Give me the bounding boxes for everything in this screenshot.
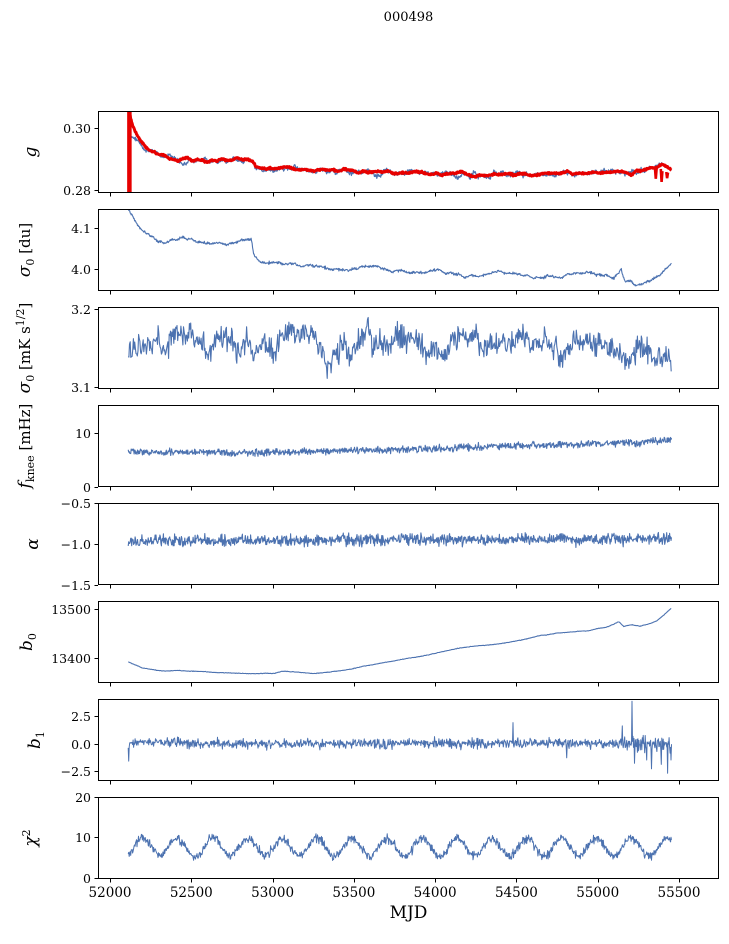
y-axis-label-g: g — [21, 146, 41, 157]
x-tick-label: 55000 — [576, 885, 619, 901]
x-tick-label: 52500 — [170, 885, 213, 901]
panel-b1: 2.5 0.0 −2.5 b1 — [25, 699, 719, 785]
x-tick-label: 53500 — [332, 885, 375, 901]
y-tick-label: −1.5 — [61, 578, 91, 593]
series-line-b1-0 — [127, 700, 672, 774]
x-tick-label: 53000 — [251, 885, 294, 901]
panel-sigma0-du: 4.1 4.0 σ0 [du] — [15, 209, 719, 295]
y-tick-label: 0 — [83, 480, 91, 495]
x-tick-label: 52000 — [89, 885, 132, 901]
series-line-fknee-0 — [127, 436, 673, 457]
y-axis-label-sigma0-mk: σ0 [mK s1/2] — [14, 303, 37, 394]
panel-plot-area — [127, 316, 672, 379]
y-tick-label: 20 — [75, 790, 91, 805]
y-tick-label: 3.2 — [71, 302, 91, 317]
overlay-segment-2 — [659, 168, 664, 182]
y-axis-label-alpha: α — [23, 538, 43, 550]
overlay-segment-3 — [665, 171, 670, 179]
y-tick-label: 0.0 — [71, 737, 91, 752]
panel-frame — [98, 601, 719, 683]
panel-plot-area — [127, 436, 673, 457]
panel-plot-area — [128, 607, 672, 675]
overlay-segment-1 — [653, 167, 658, 179]
panel-b0: 13500 13400 b0 — [17, 601, 719, 687]
x-tick-label: 54500 — [495, 885, 538, 901]
y-axis-label-chi2: χ2 — [20, 829, 41, 847]
y-tick-label: 13400 — [51, 651, 91, 666]
y-tick-label: 4.1 — [71, 221, 91, 236]
panel-frame — [98, 797, 719, 879]
panel-frame — [98, 209, 719, 291]
series-line-chi2-0 — [127, 833, 672, 861]
y-axis-label-b0: b0 — [17, 633, 39, 651]
series-line-g-1 — [127, 111, 673, 179]
x-axis-label: MJD — [389, 903, 428, 923]
y-tick-label: 0.30 — [63, 121, 91, 136]
y-tick-label: −2.5 — [61, 764, 91, 779]
y-axis-label-sigma0-du: σ0 [du] — [15, 223, 37, 277]
panel-plot-area — [127, 531, 673, 549]
y-tick-label: 0 — [83, 871, 91, 886]
panel-plot-area — [127, 111, 673, 193]
y-axis-label-b1: b1 — [25, 731, 47, 749]
panel-fknee: 10 0 fknee [mHz] — [15, 404, 719, 495]
y-tick-label: 4.0 — [71, 262, 91, 277]
x-tick-label: 54000 — [414, 885, 457, 901]
series-line-alpha-0 — [127, 531, 673, 549]
y-tick-label: 2.5 — [71, 709, 91, 724]
panel-frame — [98, 307, 719, 389]
panel-plot-area — [127, 833, 672, 861]
y-tick-label: −1.0 — [61, 537, 91, 552]
panel-g: 0.30 0.28 g — [21, 111, 719, 198]
panel-chi2: 20 10 0 χ2 52000 52500 53000 53500 54000 54500 550… — [20, 790, 719, 901]
y-tick-label: 10 — [75, 426, 91, 441]
y-tick-label: 3.1 — [71, 380, 91, 395]
panel-plot-area — [127, 700, 672, 774]
panel-alpha: −0.5 −1.0 −1.5 α — [23, 496, 719, 593]
panel-sigma0-mk: 3.2 3.1 σ0 [mK s1/2] — [14, 302, 719, 395]
series-line-sigma0-du-0 — [127, 209, 672, 287]
y-tick-label: −0.5 — [61, 496, 91, 511]
panel-frame — [98, 699, 719, 781]
y-tick-label: 0.28 — [63, 183, 91, 198]
panel-plot-area — [127, 209, 672, 287]
series-line-sigma0-mk-0 — [127, 316, 672, 379]
panel-frame — [98, 111, 719, 193]
plot-title: 000498 — [383, 10, 434, 25]
x-tick-label: 55500 — [658, 885, 701, 901]
y-axis-label-fknee: fknee [mHz] — [15, 404, 37, 491]
panel-frame — [98, 503, 719, 585]
y-tick-label: 10 — [75, 830, 91, 845]
series-line-b0-0 — [128, 607, 672, 675]
panel-frame — [98, 405, 719, 487]
y-tick-label: 13500 — [51, 602, 91, 617]
